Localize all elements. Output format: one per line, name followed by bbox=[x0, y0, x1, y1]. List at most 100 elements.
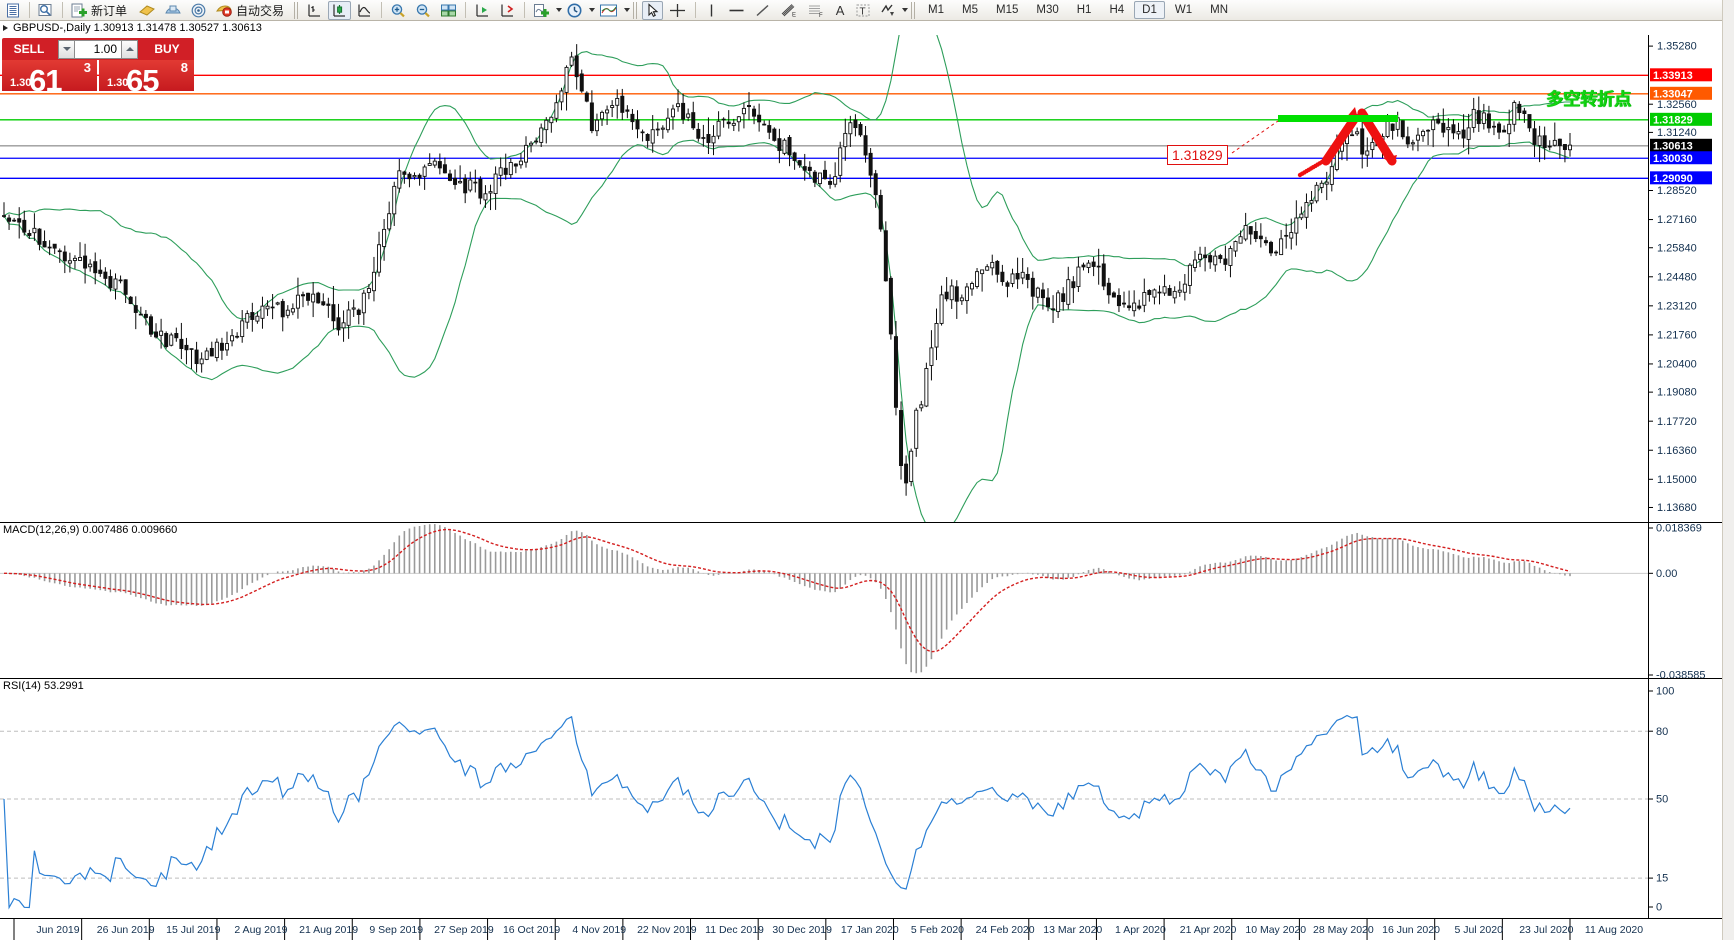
rsi-svg bbox=[0, 714, 1648, 910]
toolbar-grip[interactable] bbox=[294, 1, 300, 19]
svg-text:1.20400: 1.20400 bbox=[1657, 359, 1697, 371]
text-icon[interactable]: A bbox=[835, 2, 845, 18]
periods-icon[interactable] bbox=[563, 1, 586, 20]
tab-timeframe-d1[interactable]: D1 bbox=[1134, 1, 1165, 19]
macd-pane[interactable]: MACD(12,26,9) 0.007486 0.009660 0.018369… bbox=[0, 522, 1734, 682]
buy-price-big: 65 bbox=[126, 63, 159, 91]
svg-text:1.27160: 1.27160 bbox=[1657, 214, 1697, 226]
toolbar-separator bbox=[465, 2, 467, 18]
trendline-icon[interactable] bbox=[751, 1, 774, 20]
volume-increase-button[interactable] bbox=[121, 39, 138, 59]
rsi-axis[interactable]: 100 80 50 15 0 bbox=[1648, 679, 1734, 918]
time-axis-label: 11 Dec 2019 bbox=[705, 924, 764, 936]
chart-menu-triangle-icon[interactable] bbox=[3, 25, 8, 31]
time-axis-label: 21 Apr 2020 bbox=[1179, 924, 1237, 936]
buy-button[interactable]: BUY bbox=[140, 38, 194, 60]
svg-text:1.28520: 1.28520 bbox=[1657, 185, 1697, 197]
templates-icon[interactable] bbox=[596, 1, 621, 20]
price-chart-pane[interactable]: 1.31829 多空转折点 1.35280 1.32560 1.31240 1.285… bbox=[0, 35, 1734, 522]
tab-timeframe-m30[interactable]: M30 bbox=[1036, 4, 1059, 16]
bar-chart-icon[interactable] bbox=[303, 1, 326, 20]
time-axis-label: 1 Apr 2020 bbox=[1115, 924, 1166, 936]
time-axis-label: 26 Jun 2019 bbox=[96, 924, 155, 936]
fibonacci-icon[interactable]: F bbox=[803, 1, 828, 20]
rsi-pane[interactable]: RSI(14) 53.2991 100 80 50 15 0 bbox=[0, 678, 1734, 918]
price-axis[interactable]: 1.35280 1.32560 1.31240 1.28520 1.27160 1.258… bbox=[1648, 35, 1734, 522]
volume-decrease-button[interactable] bbox=[58, 39, 75, 59]
buy-price-prefix: 1.30 bbox=[107, 77, 129, 89]
sell-price-quote[interactable]: 1.30 61 3 bbox=[2, 60, 97, 91]
tab-timeframe-h4[interactable]: H4 bbox=[1109, 4, 1125, 16]
indicators-icon[interactable] bbox=[530, 1, 553, 20]
signals-icon[interactable] bbox=[187, 1, 210, 20]
time-axis-label: Jun 2019 bbox=[36, 924, 80, 936]
macd-canvas[interactable] bbox=[0, 523, 1734, 678]
svg-text:1.30613: 1.30613 bbox=[1653, 140, 1693, 152]
svg-text:F: F bbox=[819, 13, 823, 18]
cursor-icon[interactable] bbox=[642, 0, 664, 20]
time-axis-label: 11 Aug 2020 bbox=[1584, 924, 1644, 936]
price-chart-svg bbox=[0, 35, 1648, 522]
sell-price-fraction: 3 bbox=[83, 60, 91, 75]
time-axis-label: 22 Nov 2019 bbox=[637, 924, 697, 936]
rsi-canvas[interactable] bbox=[0, 679, 1734, 918]
svg-text:1.13680: 1.13680 bbox=[1657, 502, 1697, 514]
navigator-icon[interactable] bbox=[161, 1, 185, 20]
new-order-button[interactable]: 新订单 bbox=[68, 1, 133, 20]
equidistant-channel-icon[interactable]: E bbox=[776, 1, 801, 20]
time-axis-label: 27 Sep 2019 bbox=[434, 924, 494, 936]
svg-text:T: T bbox=[860, 6, 866, 17]
toolbar-separator bbox=[381, 2, 383, 18]
terminal-icon[interactable] bbox=[135, 1, 159, 20]
volume-input[interactable]: 1.00 bbox=[75, 39, 121, 59]
vertical-line-icon[interactable] bbox=[701, 1, 722, 20]
svg-text:80: 80 bbox=[1656, 726, 1668, 738]
tile-windows-icon[interactable] bbox=[437, 1, 460, 20]
buy-price-quote[interactable]: 1.30 65 8 bbox=[99, 60, 194, 91]
tab-timeframe-mn[interactable]: MN bbox=[1210, 4, 1228, 16]
auto-trading-label: 自动交易 bbox=[236, 3, 285, 18]
time-axis-label: 17 Jan 2020 bbox=[840, 924, 899, 936]
indicators-dropdown-caret[interactable] bbox=[556, 8, 563, 12]
chart-shift-icon[interactable] bbox=[496, 1, 519, 20]
zoom-in-icon[interactable] bbox=[387, 1, 410, 20]
sell-button[interactable]: SELL bbox=[2, 38, 56, 60]
buy-price-fraction: 8 bbox=[180, 60, 188, 75]
window-right-rail[interactable] bbox=[1722, 0, 1734, 940]
shapes-icon[interactable] bbox=[876, 1, 899, 20]
periods-dropdown-caret[interactable] bbox=[589, 8, 596, 12]
auto-trading-button[interactable]: 自动交易 bbox=[212, 1, 290, 20]
tab-timeframe-m1[interactable]: M1 bbox=[928, 4, 945, 16]
svg-text:1.19080: 1.19080 bbox=[1657, 387, 1697, 399]
svg-text:1.33047: 1.33047 bbox=[1653, 88, 1693, 100]
candlestick-chart-icon[interactable] bbox=[328, 0, 352, 20]
time-axis[interactable]: Jun 2019 26 Jun 2019 15 Jul 2019 2 Aug 2019… bbox=[0, 918, 1734, 940]
time-axis-label: 5 Feb 2020 bbox=[910, 924, 965, 936]
horizontal-line-icon[interactable] bbox=[724, 1, 749, 20]
time-axis-label: 5 Jul 2020 bbox=[1454, 924, 1503, 936]
macd-svg bbox=[0, 524, 1648, 674]
templates-dropdown-caret[interactable] bbox=[624, 8, 631, 12]
zoom-out-icon[interactable] bbox=[412, 1, 435, 20]
price-chart-canvas[interactable] bbox=[0, 35, 1734, 522]
svg-text:1.29090: 1.29090 bbox=[1653, 173, 1693, 185]
crosshair-icon[interactable] bbox=[665, 1, 690, 20]
svg-text:1.17720: 1.17720 bbox=[1657, 416, 1697, 428]
tab-timeframe-w1[interactable]: W1 bbox=[1174, 4, 1193, 16]
one-click-trading-panel: SELL 1.00 BUY 1.30 61 3 1.30 65 8 bbox=[2, 38, 194, 91]
market-watch-icon[interactable] bbox=[3, 1, 24, 20]
toolbar-separator bbox=[62, 2, 63, 18]
macd-axis[interactable]: 0.018369 0.00 -0.038585 bbox=[1648, 523, 1734, 682]
line-chart-icon[interactable] bbox=[353, 1, 376, 20]
tab-timeframe-h1[interactable]: H1 bbox=[1076, 4, 1092, 16]
toolbar-grip[interactable] bbox=[911, 1, 917, 19]
text-label-icon[interactable]: T bbox=[852, 1, 874, 20]
svg-text:0: 0 bbox=[1656, 902, 1662, 914]
tab-timeframe-m15[interactable]: M15 bbox=[996, 4, 1019, 16]
auto-scroll-icon[interactable] bbox=[471, 1, 494, 20]
volume-stepper: 1.00 bbox=[56, 38, 140, 60]
data-window-icon[interactable] bbox=[35, 1, 57, 20]
toolbar-grip[interactable] bbox=[633, 1, 639, 19]
shapes-dropdown-caret[interactable] bbox=[902, 8, 909, 12]
tab-timeframe-m5[interactable]: M5 bbox=[962, 4, 978, 16]
